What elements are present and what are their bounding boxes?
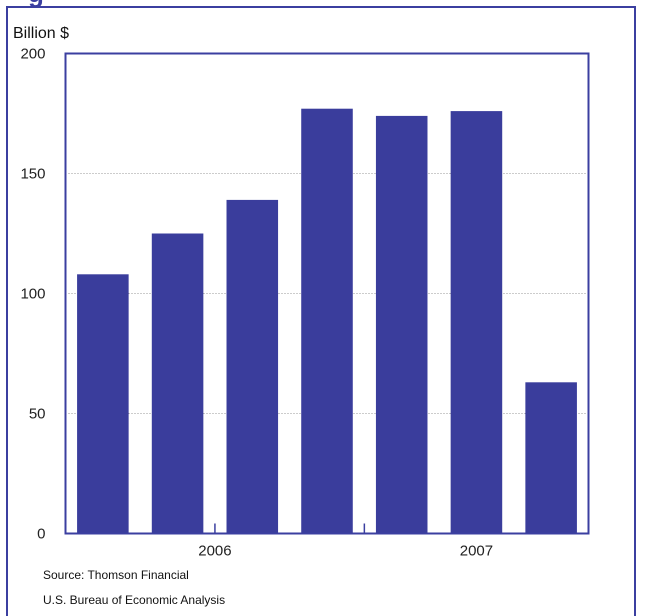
bar	[226, 199, 279, 534]
figure-title-fragment: g	[28, 0, 45, 6]
y-tick-label: 50	[29, 406, 46, 423]
y-tick-label: 150	[20, 166, 45, 183]
x-axis: 2006 2007	[198, 523, 493, 560]
bar	[151, 233, 204, 534]
x-group-label: 2006	[198, 543, 231, 560]
y-tick-label: 100	[20, 286, 45, 303]
y-axis-unit-label: Billion $	[13, 25, 69, 42]
y-axis-ticks: 0 50 100 150 200	[20, 46, 45, 543]
y-tick-label: 0	[37, 526, 45, 543]
source-line-2: U.S. Bureau of Economic Analysis	[43, 593, 226, 607]
figure-frame	[6, 6, 636, 616]
bar	[77, 274, 129, 534]
bar	[450, 111, 503, 534]
y-tick-label: 200	[20, 46, 45, 63]
plot-border	[64, 52, 590, 535]
bar	[375, 115, 428, 534]
bar	[525, 382, 577, 534]
source-line-1: Source: Thomson Financial	[43, 568, 189, 582]
bar	[301, 108, 353, 534]
bars	[77, 108, 577, 534]
x-group-label: 2007	[460, 543, 493, 560]
